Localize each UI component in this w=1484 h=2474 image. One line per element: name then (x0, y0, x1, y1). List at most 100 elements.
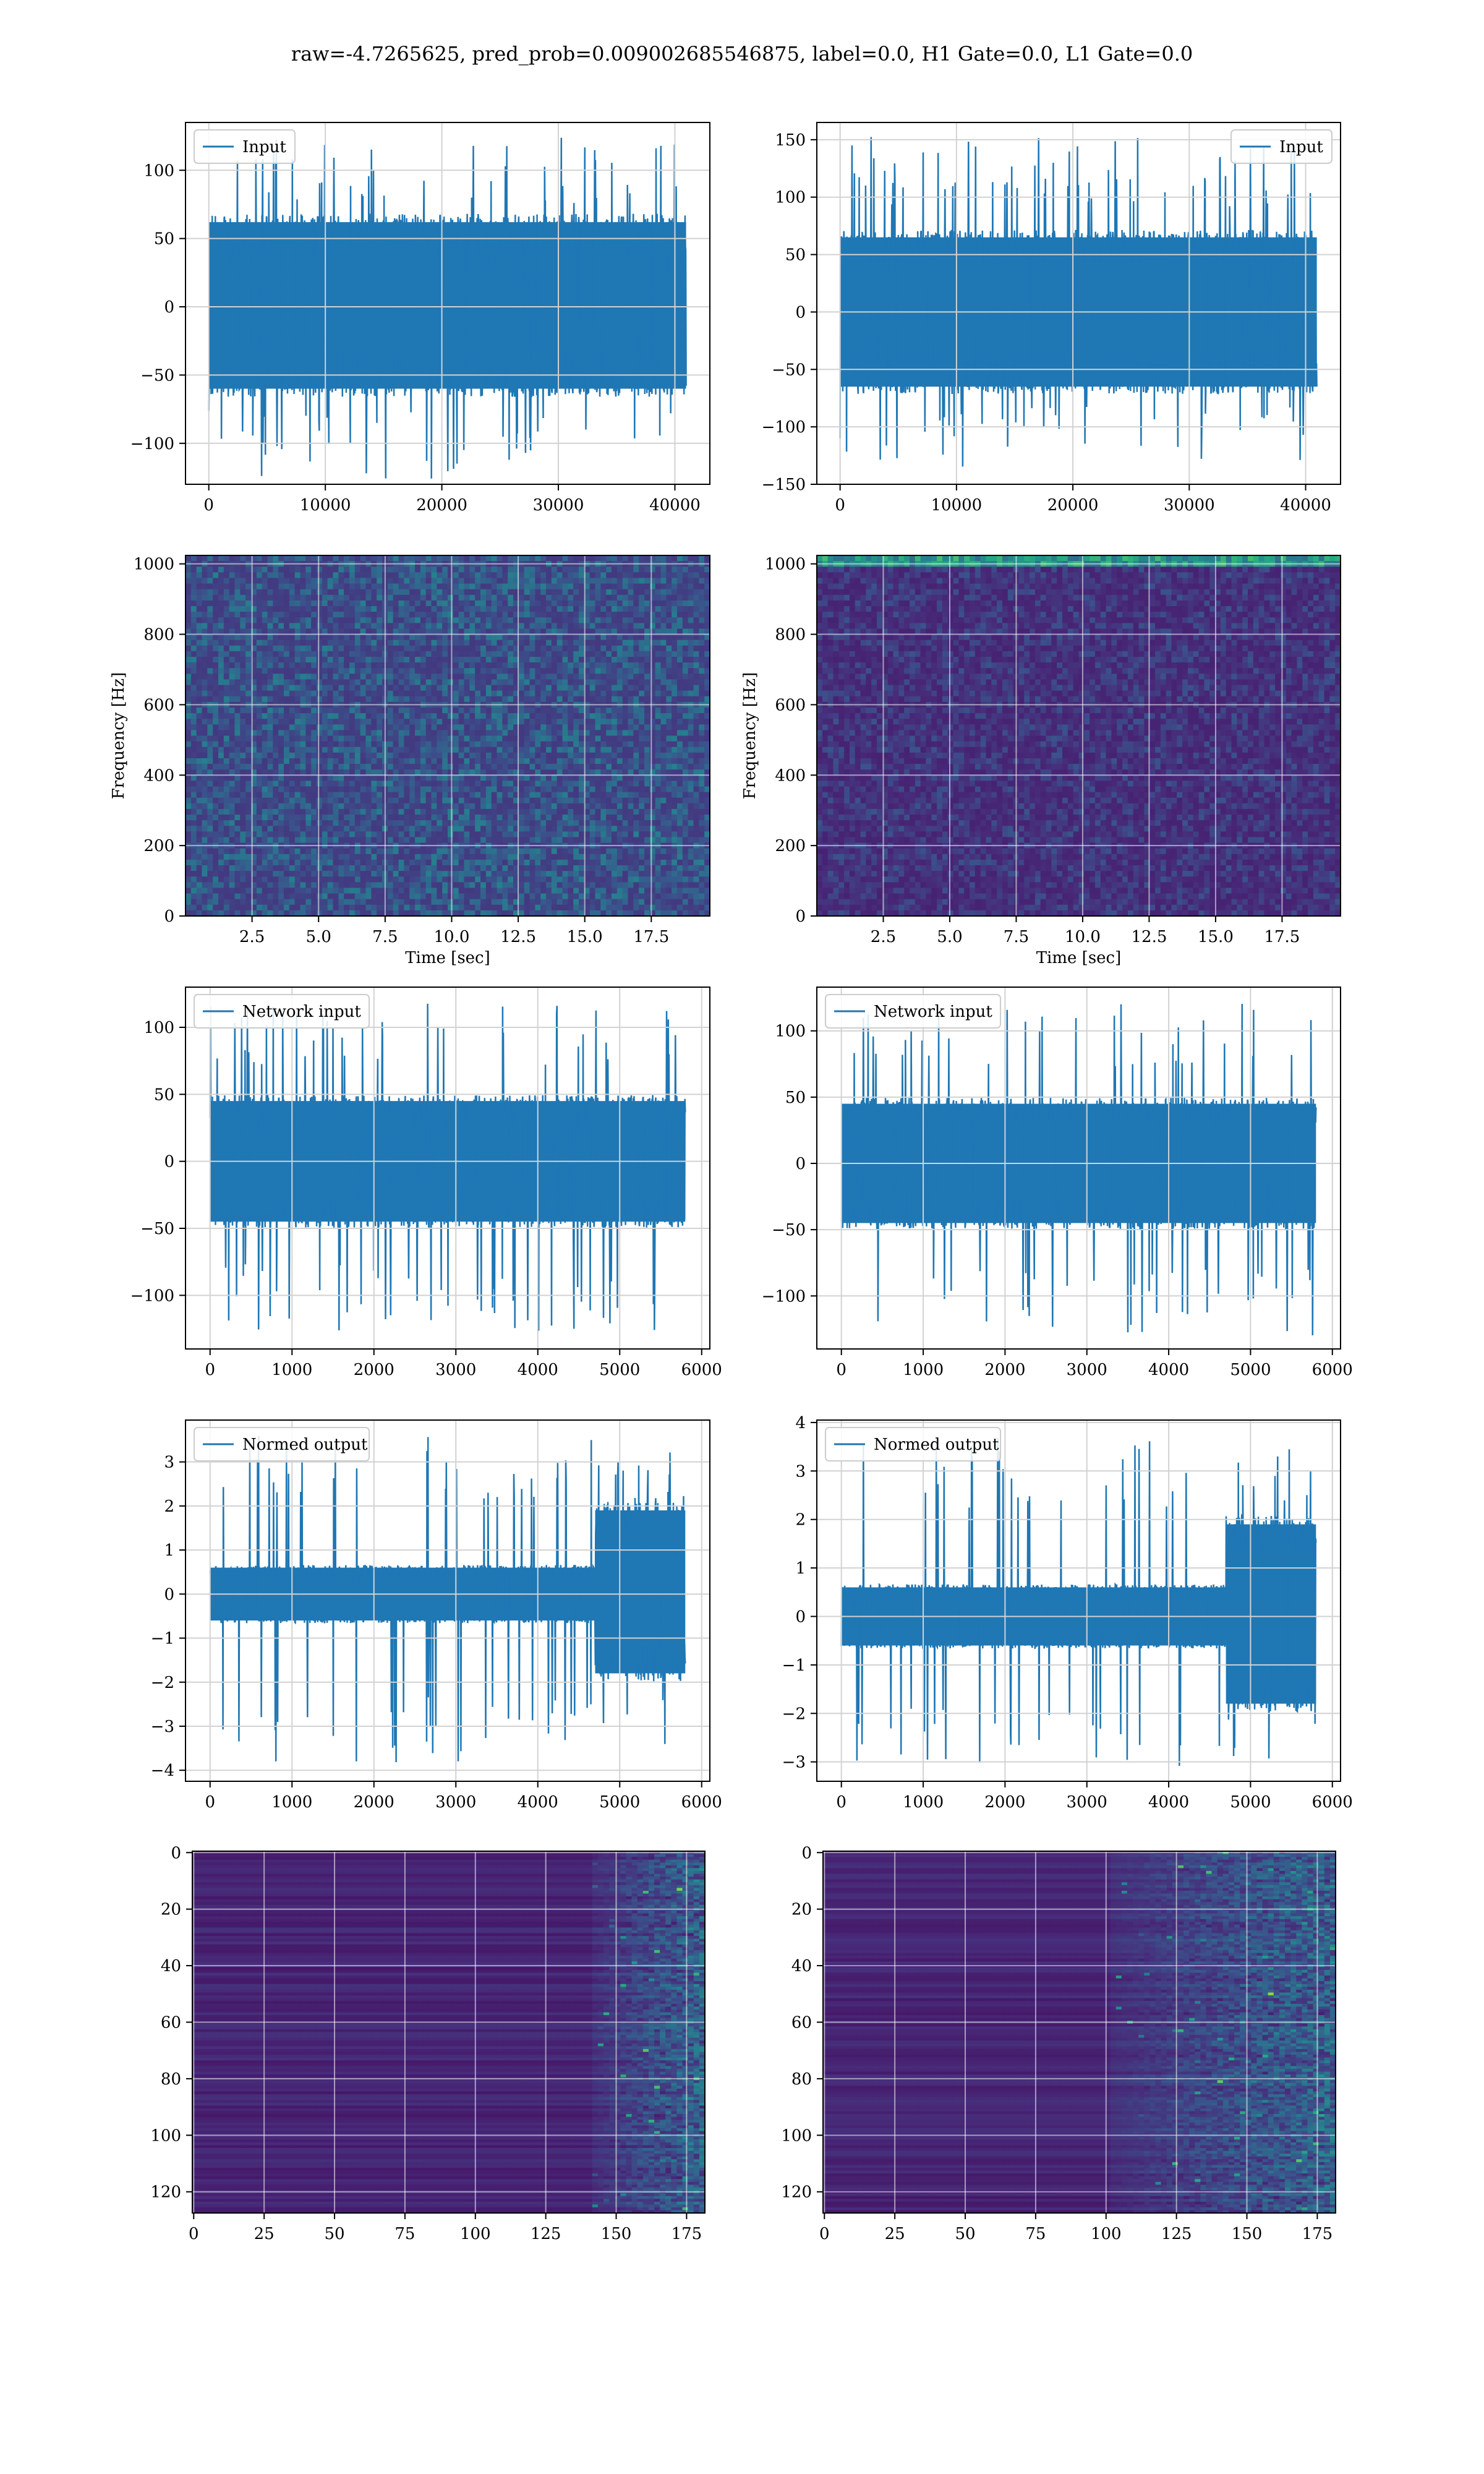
x-tick-label: 5000 (1230, 1361, 1271, 1379)
series-group (209, 1436, 686, 1763)
series-group (840, 1003, 1317, 1336)
y-tick-label: 2 (795, 1511, 806, 1530)
y-tick-label: −50 (140, 366, 174, 385)
y-tick-label: 50 (154, 230, 174, 249)
y-tick-label: 1 (795, 1559, 806, 1578)
x-tick-label: 6000 (1312, 1361, 1353, 1379)
x-tick-label: 7.5 (1004, 928, 1029, 946)
x-tick-label: 40000 (1280, 496, 1331, 515)
legend-label: Input (242, 138, 286, 156)
x-tick-label: 5000 (599, 1361, 640, 1379)
series-line (209, 1436, 686, 1763)
x-tick-label: 1000 (903, 1793, 944, 1812)
y-tick-label: 600 (775, 696, 806, 714)
chart-row1-left: 0 10000 20000 30000 40000 −100 −50 0 50 100 Input (130, 122, 710, 515)
y-tick-label: 2 (164, 1497, 174, 1516)
legend-box (825, 994, 1001, 1029)
y-tick-label: −100 (130, 1286, 174, 1305)
x-tick-label: 20000 (416, 496, 467, 515)
y-tick-label: 400 (775, 766, 806, 785)
chart-row3-left: 0 1000 2000 3000 4000 5000 6000 −100 −50 0 50 100 Ne… (130, 987, 722, 1379)
x-tick-label: 5.0 (937, 928, 962, 946)
axes-frame (185, 555, 710, 917)
y-tick-label: −100 (762, 418, 806, 437)
y-tick-label: 0 (164, 907, 174, 926)
x-tick-label: 2000 (354, 1793, 394, 1812)
x-tick-label: 75 (1025, 2225, 1046, 2243)
x-tick-label: 3000 (435, 1793, 476, 1812)
y-tick-label: −150 (762, 476, 806, 494)
x-tick-label: 0 (205, 1361, 215, 1379)
x-tick-label: 1000 (271, 1361, 312, 1379)
x-tick-label: 150 (601, 2225, 632, 2243)
y-tick-label: 100 (775, 1022, 806, 1041)
y-axis-label: Frequency [Hz] (741, 672, 759, 800)
x-tick-label: 2.5 (871, 928, 896, 946)
x-tick-label: 175 (1302, 2225, 1333, 2243)
y-tick-label: 4 (795, 1414, 806, 1432)
x-tick-label: 4000 (1148, 1361, 1189, 1379)
x-tick-label: 10.0 (1065, 928, 1101, 946)
x-tick-label: 12.5 (500, 928, 536, 946)
y-tick-label: 3 (164, 1453, 174, 1472)
x-tick-label: 30000 (1164, 496, 1215, 515)
x-tick-label: 0 (835, 496, 845, 515)
x-tick-label: 30000 (533, 496, 584, 515)
x-tick-label: 50 (955, 2225, 975, 2243)
y-tick-label: −1 (782, 1656, 806, 1675)
axes-frame (816, 987, 1341, 1350)
x-tick-label: 17.5 (633, 928, 669, 946)
legend: Input (1230, 129, 1333, 164)
x-tick-label: 6000 (681, 1361, 722, 1379)
x-tick-label: 0 (836, 1793, 846, 1812)
x-tick-label: 0 (189, 2225, 199, 2243)
series-group (839, 137, 1318, 467)
legend-label: Normed output (242, 1436, 368, 1454)
y-tick-label: 0 (171, 1844, 181, 1862)
y-tick-label: −4 (151, 1761, 174, 1780)
y-tick-label: 120 (150, 2183, 181, 2202)
y-tick-label: 0 (164, 1153, 174, 1171)
y-tick-label: −50 (772, 361, 806, 379)
x-tick-label: 0 (203, 496, 214, 515)
legend: Network input (194, 994, 370, 1029)
y-tick-label: 80 (791, 2070, 812, 2089)
y-tick-label: −1 (151, 1630, 174, 1648)
x-tick-label: 4000 (518, 1361, 558, 1379)
y-tick-label: −3 (151, 1718, 174, 1736)
x-tick-label: 0 (836, 1361, 846, 1379)
series-line (208, 137, 687, 479)
x-tick-label: 40000 (649, 496, 701, 515)
legend: Network input (825, 994, 1001, 1029)
y-tick-label: 600 (143, 696, 174, 714)
legend: Normed output (194, 1427, 370, 1462)
y-tick-label: 800 (143, 626, 174, 644)
y-tick-label: 50 (785, 1089, 806, 1107)
y-tick-label: −50 (772, 1221, 806, 1239)
x-tick-label: 25 (885, 2225, 905, 2243)
chart-row4-right: 0 1000 2000 3000 4000 5000 6000 −3 −2 −1 0 1 2 3 4 Norm… (782, 1414, 1353, 1812)
series-line (209, 1003, 686, 1331)
heatmap-image (817, 555, 1341, 916)
axes-frame (185, 122, 710, 485)
y-tick-label: 60 (161, 2014, 181, 2032)
axes-frame (185, 987, 710, 1350)
x-tick-label: 6000 (681, 1793, 722, 1812)
x-tick-label: 5000 (1230, 1793, 1271, 1812)
y-tick-label: 20 (161, 1901, 181, 1919)
legend-box (825, 1427, 1001, 1462)
y-tick-label: 0 (801, 1844, 812, 1862)
legend-label: Normed output (874, 1436, 999, 1454)
x-tick-label: 10.0 (434, 928, 470, 946)
y-tick-label: −50 (140, 1220, 174, 1238)
axes-frame (822, 1851, 1336, 2214)
y-tick-label: 200 (143, 837, 174, 855)
axes-frame (185, 1419, 710, 1782)
figure-suptitle: raw=-4.7265625, pred_prob=0.009002685546… (0, 42, 1484, 66)
y-tick-label: 20 (791, 1901, 812, 1919)
chart-row3-right: 0 1000 2000 3000 4000 5000 6000 −100 −50 0 50 100 Ne… (762, 987, 1353, 1379)
y-tick-label: 200 (775, 837, 806, 855)
chart-row5-right: 0 25 50 75 100 125 150 175 0 20 40 60 80 100 120 (781, 1844, 1336, 2243)
legend: Input (194, 129, 296, 164)
x-axis-label: Time [sec] (405, 949, 490, 967)
